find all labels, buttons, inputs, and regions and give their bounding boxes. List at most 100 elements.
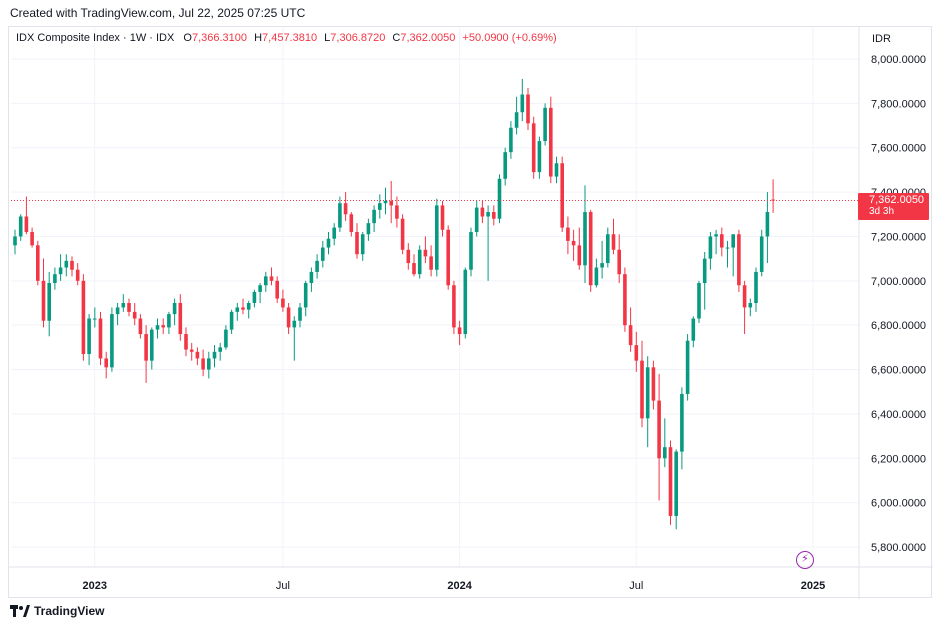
price-tick-label: 6,200.0000 [871, 453, 926, 465]
candle [725, 240, 730, 268]
candle-body [748, 303, 753, 308]
candle-body [754, 271, 758, 303]
candle-body [64, 260, 69, 268]
candle-body [207, 358, 211, 370]
candle-body [121, 303, 126, 308]
candle-body [731, 234, 735, 248]
candle-body [36, 245, 40, 281]
candle-body [264, 276, 268, 286]
lightning-bolt-icon[interactable]: ⚡ [796, 551, 814, 569]
candle-body [292, 320, 297, 328]
time-tick-label: 2025 [801, 580, 825, 592]
candle-body [332, 227, 336, 239]
candle-body [440, 205, 445, 230]
candle-body [309, 271, 314, 284]
candle [201, 349, 205, 377]
candle-body [241, 307, 245, 310]
candle-body [720, 234, 724, 248]
candle-body [144, 334, 148, 361]
open-value: 7,366.3100 [191, 32, 248, 44]
candle [463, 267, 468, 339]
time-axis[interactable]: 2023Jul2024Jul2025Jul [83, 580, 933, 592]
candle [537, 136, 542, 179]
candle [241, 298, 245, 315]
candle [138, 314, 143, 339]
candle [617, 234, 621, 284]
currency-label[interactable]: IDR [872, 33, 891, 45]
candle-body [469, 232, 473, 270]
candle [98, 311, 103, 366]
candle [235, 303, 240, 321]
candle-body [184, 334, 188, 350]
candle-body [412, 263, 416, 275]
candle [429, 245, 433, 277]
candle-body [172, 303, 177, 315]
candle-body [583, 212, 587, 266]
candle-body [400, 218, 405, 250]
price-tick-label: 8,000.0000 [871, 54, 926, 66]
candle [383, 187, 388, 215]
candle-body [269, 276, 274, 281]
candle [611, 218, 616, 255]
candle [731, 234, 735, 277]
candle-body [127, 303, 131, 312]
symbol-legend: IDX Composite Index · 1W · IDX O7,366.31… [16, 32, 557, 44]
candle [737, 229, 741, 292]
candle [566, 216, 570, 255]
candle [132, 303, 137, 326]
candle-body [480, 207, 485, 217]
candle [543, 103, 547, 146]
price-tick-label: 6,400.0000 [871, 409, 926, 421]
candle [588, 209, 593, 292]
candle [640, 340, 644, 428]
candle [36, 240, 40, 286]
candle-body [435, 205, 439, 270]
candle-body [286, 307, 291, 328]
candle [195, 347, 200, 366]
candle [127, 298, 131, 317]
candle [64, 254, 69, 277]
candle [600, 240, 604, 279]
candle-body [246, 303, 251, 310]
candlestick-chart[interactable]: 5,800.0000 6,000.0000 6,200.0000 6,400.0000… [9, 27, 933, 599]
candle [87, 314, 91, 366]
candle [372, 205, 376, 233]
chart-area[interactable]: 5,800.0000 6,000.0000 6,200.0000 6,400.0000… [8, 26, 933, 599]
candle-body [383, 200, 388, 204]
candle-body [218, 347, 222, 352]
candle-body [395, 205, 399, 219]
brand-name: TradingView [34, 604, 105, 618]
candle [349, 212, 354, 237]
candle-body [588, 212, 593, 286]
candle-body [195, 351, 200, 359]
candle [628, 307, 633, 352]
candle [258, 283, 262, 303]
candle [24, 196, 29, 235]
candle-body [509, 127, 513, 153]
candle [389, 181, 393, 224]
candle [657, 373, 661, 501]
candle [281, 289, 285, 312]
price-tick-label: 6,000.0000 [871, 498, 926, 510]
price-axis[interactable]: 5,800.0000 6,000.0000 6,200.0000 6,400.0000… [871, 54, 926, 554]
candle-body [212, 351, 217, 359]
time-tick-label: 2024 [447, 580, 472, 592]
candle [748, 298, 753, 317]
candle-body [70, 260, 74, 270]
candle-body [668, 447, 673, 516]
candle [275, 276, 279, 303]
candle [212, 345, 217, 368]
tradingview-brand[interactable]: TradingView [10, 604, 104, 618]
candle [13, 229, 17, 255]
candle [298, 303, 302, 328]
candle [115, 303, 120, 326]
candle-body [765, 212, 770, 237]
candle-body [355, 232, 359, 255]
candle-body [685, 340, 690, 394]
tradingview-logo-icon [10, 605, 30, 617]
candle [315, 254, 319, 279]
candle [406, 243, 411, 270]
candle [366, 218, 371, 241]
candle [714, 229, 718, 255]
candle [754, 267, 758, 312]
